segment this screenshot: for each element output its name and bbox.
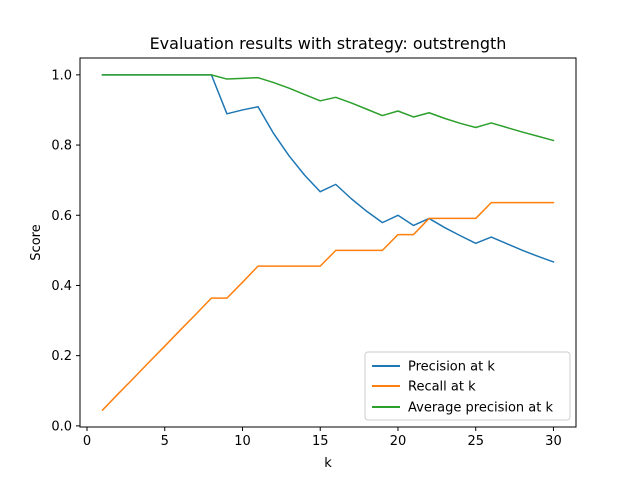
x-tick-label: 10	[234, 434, 251, 449]
y-tick-label: 1.0	[51, 68, 72, 83]
x-axis-label: k	[324, 456, 332, 471]
y-tick-label: 0.2	[51, 349, 72, 364]
legend: Precision at k Recall at k Average preci…	[364, 351, 571, 421]
y-tick-label: 0.8	[51, 139, 72, 154]
y-tick-label: 0.4	[51, 279, 72, 294]
x-tick-label: 0	[83, 434, 91, 449]
legend-label-recall: Recall at k	[408, 380, 476, 395]
x-tick-label: 25	[467, 434, 484, 449]
x-tick-label: 20	[390, 434, 407, 449]
plot-frame	[79, 57, 577, 428]
chart-title: Evaluation results with strategy: outstr…	[150, 34, 507, 53]
legend-label-precision: Precision at k	[408, 360, 495, 375]
legend-label-average-precision: Average precision at k	[408, 401, 553, 416]
y-tick-label: 0.6	[51, 209, 72, 224]
ticks-layer: 0 5 10 15 20 25 30 0.0 0.2 0.4 0.6 0.8 1.0	[51, 68, 561, 449]
y-axis-label: Score	[29, 224, 44, 260]
x-tick-label: 30	[545, 434, 562, 449]
y-tick-label: 0.0	[51, 419, 72, 434]
x-tick-label: 5	[161, 434, 169, 449]
legend-box	[364, 351, 571, 421]
series-layer	[101, 74, 555, 412]
series-line-recall-at-k	[101, 201, 555, 412]
x-tick-label: 15	[312, 434, 329, 449]
series-line-average-precision-at-k	[101, 74, 555, 142]
